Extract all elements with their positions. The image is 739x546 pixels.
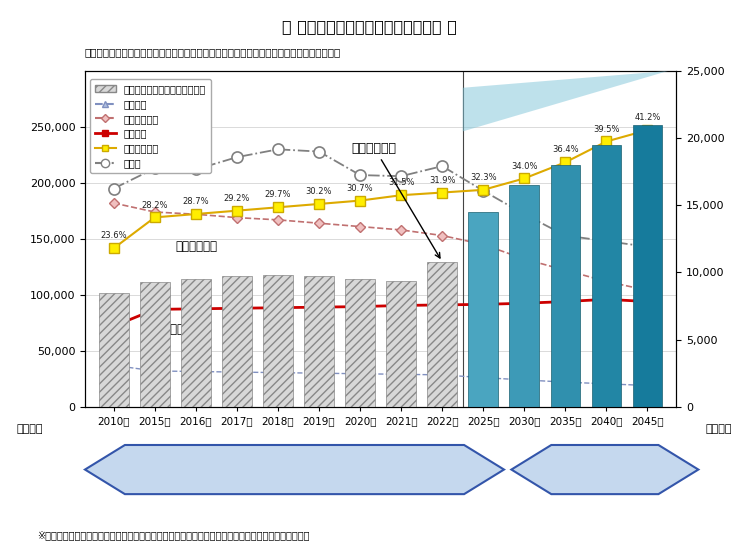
Text: 老年人口割合: 老年人口割合	[175, 240, 217, 253]
Bar	[509, 185, 539, 407]
Text: 28.2%: 28.2%	[142, 200, 168, 210]
Text: 救急出場件数: 救急出場件数	[352, 141, 440, 258]
Bar	[469, 212, 498, 407]
Text: 39.5%: 39.5%	[593, 124, 619, 134]
Text: 32.3%: 32.3%	[470, 173, 497, 182]
Text: 34.0%: 34.0%	[511, 162, 537, 170]
Text: ※『引用データ』総務省「国勢調査」、国立社会保障・人口問題研究所「日本の地域別将来推計人口。: ※『引用データ』総務省「国勢調査」、国立社会保障・人口問題研究所「日本の地域別将…	[37, 530, 310, 540]
Bar	[181, 279, 211, 407]
Text: 30.2%: 30.2%	[306, 187, 333, 196]
Bar	[304, 276, 334, 407]
Text: 30.7%: 30.7%	[347, 184, 373, 193]
Bar	[427, 262, 457, 407]
Text: 31.5%: 31.5%	[388, 179, 415, 187]
Bar	[345, 279, 375, 407]
Text: 36.4%: 36.4%	[552, 145, 579, 155]
Text: （人口）: （人口）	[17, 424, 44, 434]
Text: 推　計　値: 推 計 値	[584, 462, 626, 477]
Bar	[222, 276, 252, 407]
Text: 31.9%: 31.9%	[429, 176, 455, 185]
Bar	[263, 275, 293, 407]
Polygon shape	[463, 71, 668, 132]
Text: 28.7%: 28.7%	[183, 197, 209, 206]
Bar	[140, 282, 169, 407]
Text: 老年人口: 老年人口	[163, 323, 191, 336]
Text: 23.6%: 23.6%	[101, 232, 127, 240]
Text: 29.2%: 29.2%	[224, 194, 250, 203]
Bar	[633, 124, 662, 407]
Legend: 救急出場件数（本市消防本部）, 年少人口, 生産年齢人口, 老年人口, 老年人口割合, 総人口: 救急出場件数（本市消防本部）, 年少人口, 生産年齢人口, 老年人口, 老年人口…	[90, 79, 211, 173]
Bar	[386, 281, 416, 407]
Text: （件数）: （件数）	[706, 424, 732, 434]
Text: 29.7%: 29.7%	[265, 191, 291, 199]
Text: 実　測　値: 実 測 値	[273, 462, 316, 477]
Text: 《 人口動態と救急件数の推移と予測 》: 《 人口動態と救急件数の推移と予測 》	[282, 19, 457, 34]
Text: 小田原市消防本部管内（小田原市、南足柄市、中井町、大井町、松田町、山北町、開成町）: 小田原市消防本部管内（小田原市、南足柄市、中井町、大井町、松田町、山北町、開成町…	[85, 48, 341, 57]
Text: 41.2%: 41.2%	[634, 113, 661, 122]
Bar	[551, 165, 580, 407]
Bar	[99, 293, 129, 407]
Bar	[592, 145, 621, 407]
